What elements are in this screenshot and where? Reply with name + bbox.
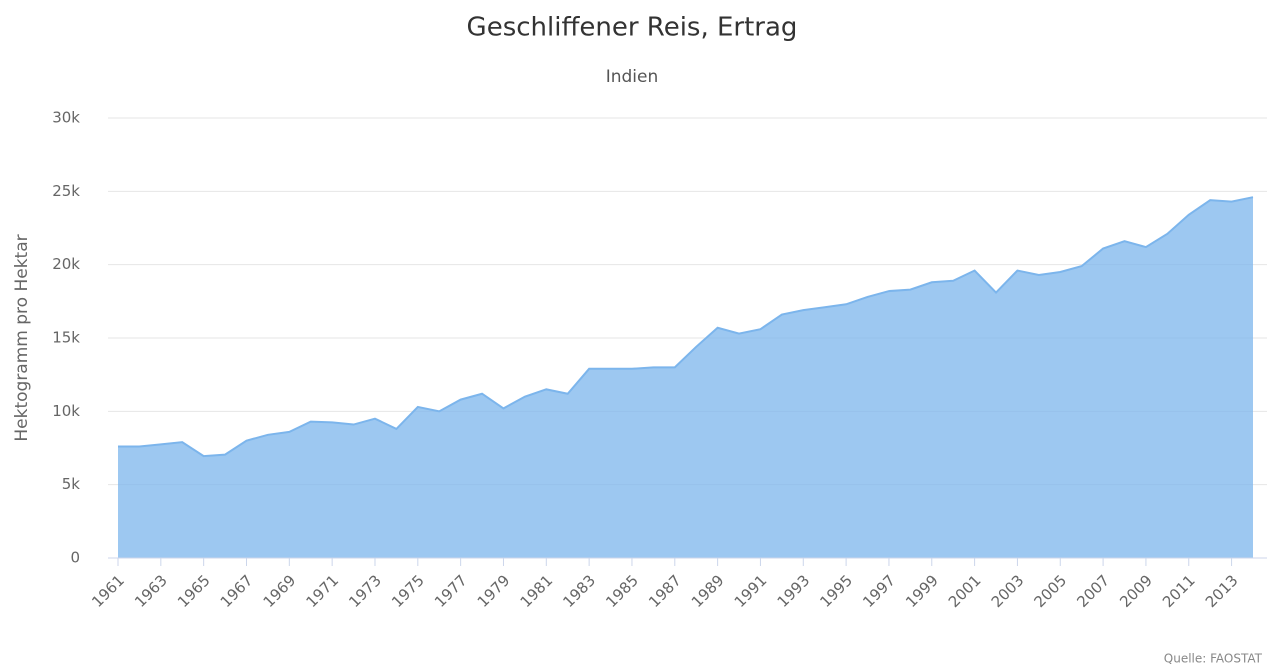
x-tick-label: 1961 <box>88 571 128 611</box>
y-tick-label: 0 <box>70 549 80 567</box>
x-tick-label: 1971 <box>302 571 342 611</box>
area <box>118 197 1253 558</box>
line <box>118 196 1254 458</box>
x-tick-label: 2011 <box>1159 571 1199 611</box>
x-tick-label: 2009 <box>1116 571 1156 611</box>
credits: Quelle: FAOSTAT <box>1164 652 1263 666</box>
y-tick-label: 10k <box>52 402 80 420</box>
y-tick-label: 20k <box>52 255 80 273</box>
x-tick-label: 1981 <box>517 571 557 611</box>
x-tick-label: 1999 <box>902 571 942 611</box>
x-tick-label: 1987 <box>645 571 685 611</box>
x-tick-label: 1975 <box>388 571 428 611</box>
x-tick-label: 2003 <box>988 571 1028 611</box>
x-tick-label: 1963 <box>131 571 171 611</box>
y-tick-label: 15k <box>52 329 80 347</box>
chart-title: Geschliffener Reis, Ertrag <box>467 13 798 43</box>
x-tick-label: 1983 <box>559 571 599 611</box>
y-tick-label: 25k <box>52 182 80 200</box>
x-tick-label: 1967 <box>217 571 257 611</box>
x-tick-label: 1997 <box>859 571 899 611</box>
x-tick-label: 1991 <box>731 571 771 611</box>
chart-subtitle: Indien <box>606 67 659 87</box>
x-tick-label: 1965 <box>174 571 214 611</box>
x-tick-label: 1985 <box>602 571 642 611</box>
x-tick-label: 1973 <box>345 571 385 611</box>
y-axis-label: Hektogramm pro Hektar <box>12 234 32 441</box>
x-tick-label: 1993 <box>774 571 814 611</box>
x-tick-label: 1979 <box>474 571 514 611</box>
x-tick-label: 2001 <box>945 571 985 611</box>
x-tick-label: 1989 <box>688 571 728 611</box>
x-tick-label: 1995 <box>816 571 856 611</box>
x-tick-label: 2007 <box>1073 571 1113 611</box>
x-tick-label: 1977 <box>431 571 471 611</box>
x-tick-label: 2013 <box>1202 571 1242 611</box>
y-tick-label: 5k <box>62 475 81 493</box>
x-tick-label: 2005 <box>1031 571 1071 611</box>
x-tick-label: 1969 <box>260 571 300 611</box>
y-tick-label: 30k <box>52 109 80 127</box>
